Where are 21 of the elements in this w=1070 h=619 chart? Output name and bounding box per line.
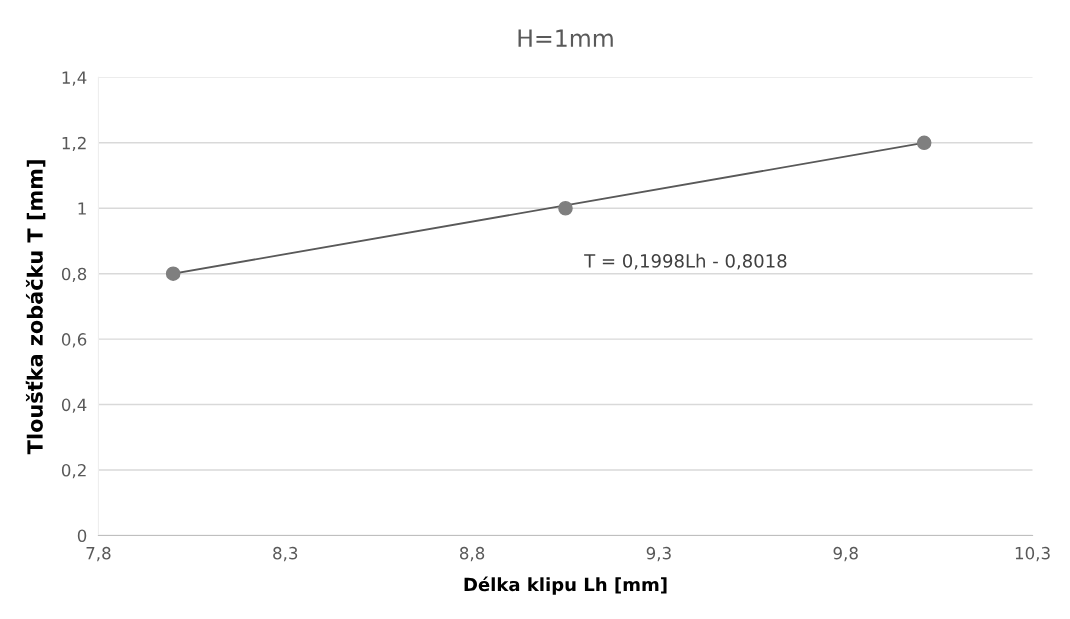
x-tick-label: 8,8 [459,546,485,562]
x-tick-label: 10,3 [1015,546,1050,562]
y-tick-label: 0,6 [61,333,87,348]
y-tick-label: 0,4 [61,398,87,413]
point [165,266,181,281]
point [558,200,573,216]
annotation: T = 0,1998Lh - 0,8018 [584,253,787,270]
y-tick-label: 0,2 [61,463,86,479]
y-tick-label: 1 [78,202,86,215]
y-tick-label: 1,4 [62,71,87,86]
x-tick-label: 9,8 [833,546,858,562]
x-tick-label: 8,3 [273,546,298,562]
point [916,135,932,151]
x-tick-label: 7,8 [86,546,111,562]
chart-title: H=1mm [518,29,613,47]
x-axis-title: Délka klipu Lh [mm] [464,576,667,595]
y-tick-label: 0,8 [61,267,87,282]
x-tick-label: 9,3 [646,546,671,562]
y-axis-title: Tloušťka zobáčku T [mm] [25,160,46,455]
y-tick-label: 0 [77,529,87,542]
y-tick-label: 1,2 [62,136,86,152]
